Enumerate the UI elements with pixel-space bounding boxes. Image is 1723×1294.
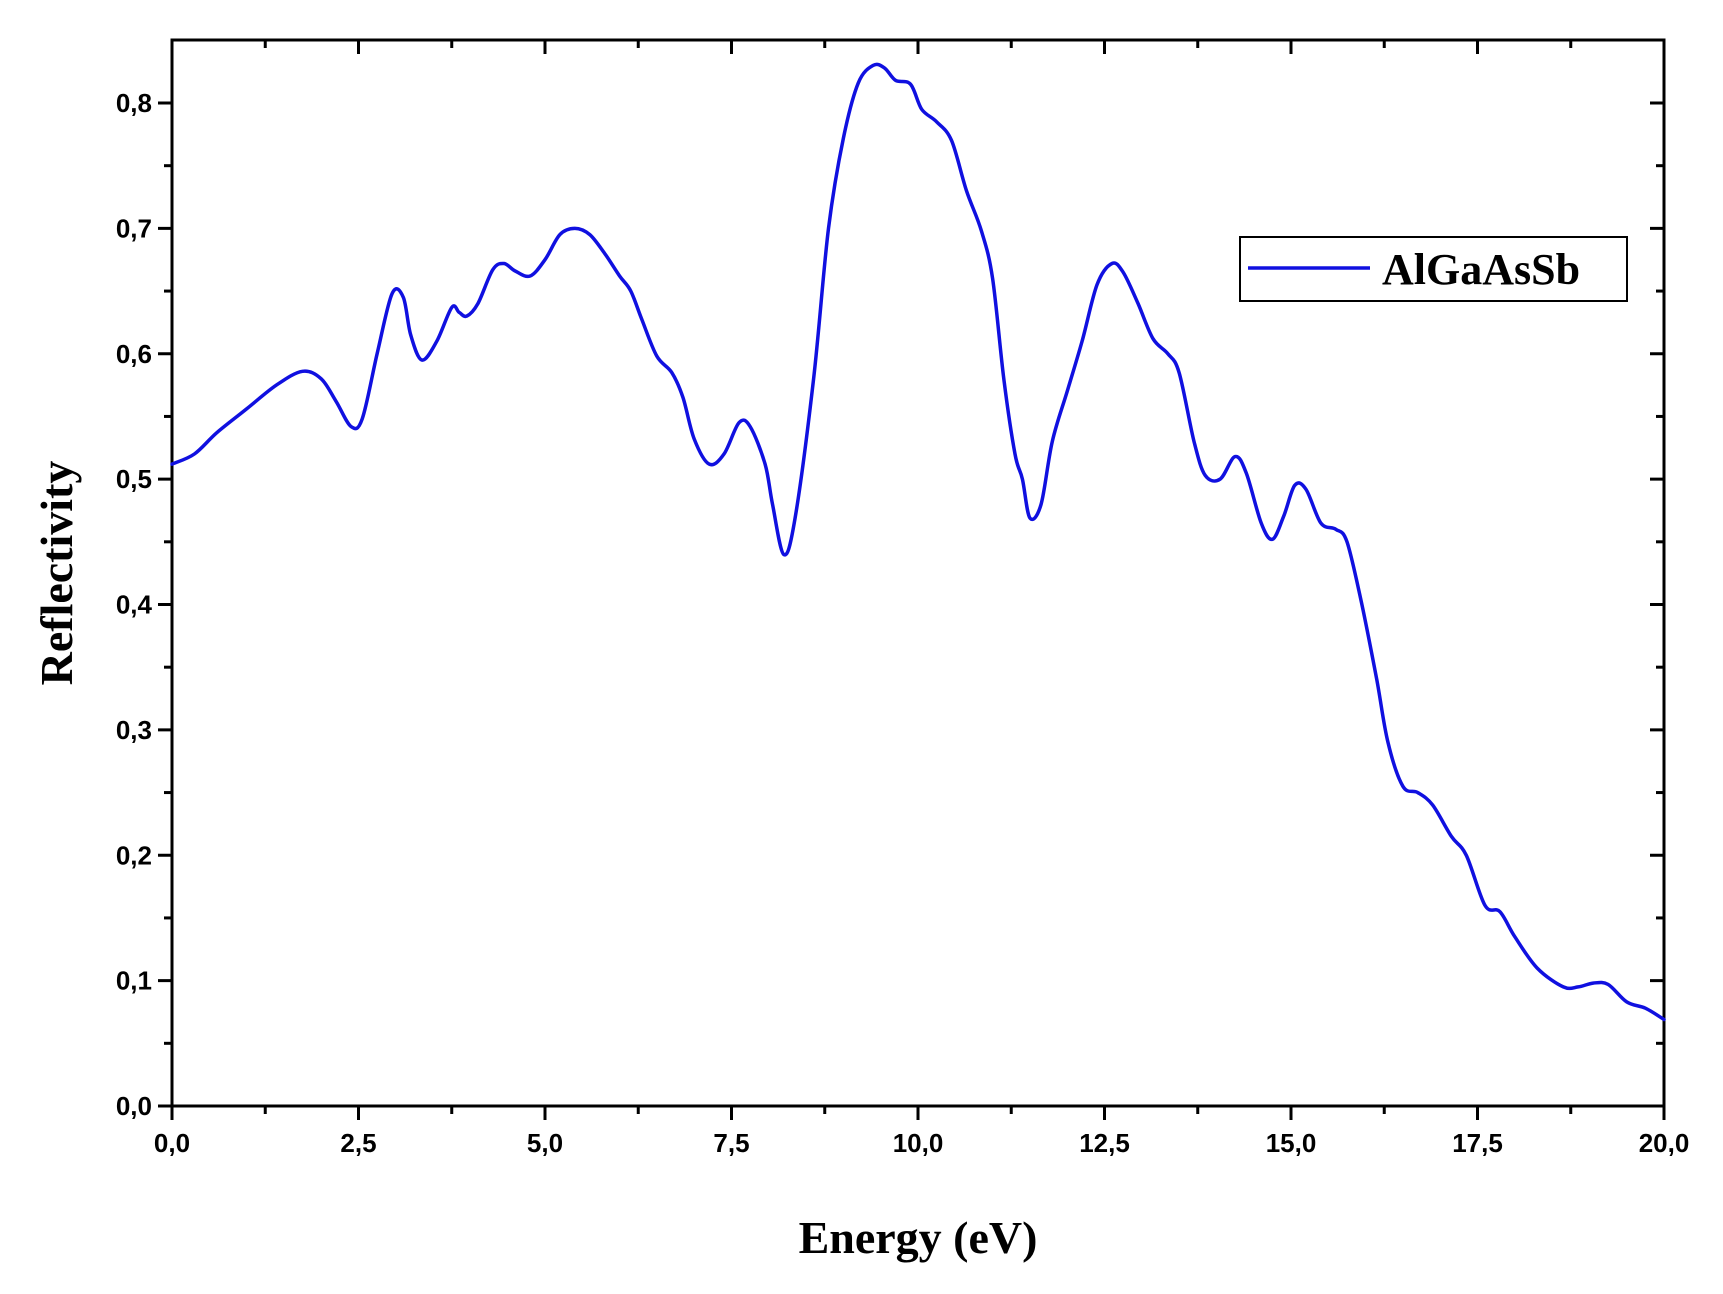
x-tick-label: 0,0 [154, 1128, 190, 1158]
x-tick-label: 5,0 [527, 1128, 563, 1158]
y-tick-label: 0,2 [116, 840, 152, 870]
y-tick-label: 0,8 [116, 88, 152, 118]
y-tick-label: 0,7 [116, 213, 152, 243]
plot-frame [170, 38, 1666, 1108]
x-tick-label: 17,5 [1452, 1128, 1503, 1158]
y-axis-title: Reflectivity [31, 461, 82, 686]
y-tick-label: 0,5 [116, 464, 152, 494]
x-tick-label: 15,0 [1266, 1128, 1317, 1158]
x-tick-label: 2,5 [340, 1128, 376, 1158]
tick-labels: 0,0 2,5 5,0 7,5 10,0 12,5 15,0 17,5 20,0 0,0 0,1 0,… [116, 88, 1689, 1158]
series-line-algaassb [170, 62, 1666, 1022]
y-tick-label: 0,4 [116, 590, 153, 620]
x-tick-label: 7,5 [713, 1128, 749, 1158]
axis-ticks [158, 40, 1666, 1120]
x-tick-label: 10,0 [893, 1128, 944, 1158]
y-tick-label: 0,0 [116, 1091, 152, 1121]
legend-label-algaassb: AlGaAsSb [1382, 245, 1580, 294]
x-tick-label: 12,5 [1079, 1128, 1130, 1158]
x-tick-label: 20,0 [1639, 1128, 1690, 1158]
y-tick-label: 0,3 [116, 715, 152, 745]
y-tick-label: 0,6 [116, 339, 152, 369]
legend: AlGaAsSb [1239, 236, 1628, 302]
x-axis-title: Energy (eV) [799, 1212, 1038, 1263]
y-tick-label: 0,1 [116, 966, 152, 996]
